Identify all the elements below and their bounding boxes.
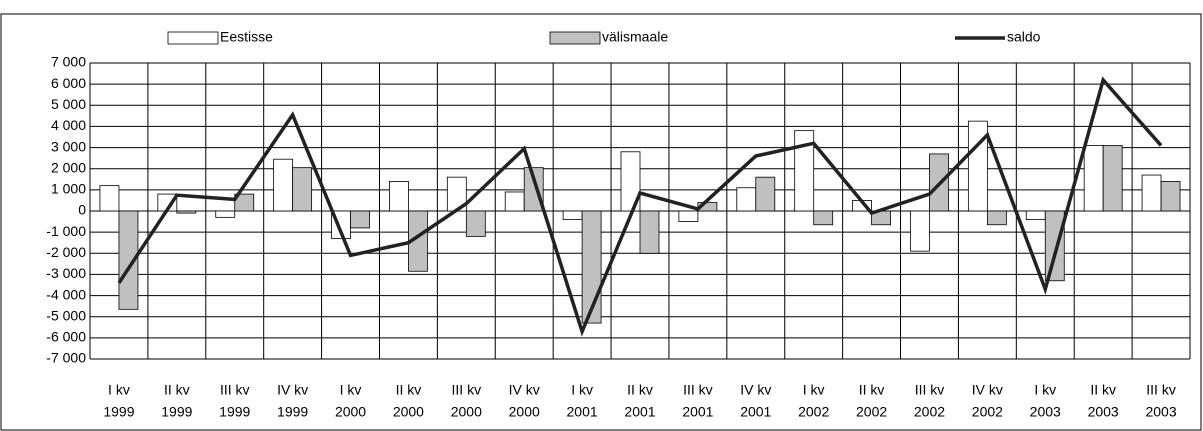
bar [176,210,197,214]
legend-swatch [167,31,219,45]
y-tick-label: 2 000 [51,159,86,175]
bar [1160,180,1181,212]
y-tick-label: 5 000 [51,96,86,112]
x-tick-label: II kv [396,382,422,398]
x-tick-label: 2001 [740,404,771,420]
y-tick-label: -3 000 [46,265,86,281]
x-tick-label: 2003 [1030,404,1061,420]
bar [562,210,583,220]
x-tick-label: 2000 [335,404,366,420]
y-tick-label: 4 000 [51,117,86,133]
x-tick-label: 2002 [914,404,945,420]
x-tick-label: I kv [803,382,825,398]
bar [234,193,255,212]
bar [910,210,930,252]
x-tick-label: II kv [859,382,885,398]
bar [794,130,815,212]
bar [639,210,660,254]
x-tick-label: IV kv [509,382,540,398]
x-tick-label: 2001 [567,404,598,420]
y-tick-label: -7 000 [46,350,86,366]
bar [1141,174,1162,212]
line-series [117,76,1163,337]
x-tick-label: 1999 [103,404,134,420]
x-tick-label: I kv [571,382,593,398]
x-tick-label: 2002 [798,404,829,420]
bar [292,167,313,212]
x-tick-label: 2002 [972,404,1003,420]
x-tick-label: III kv [1146,382,1176,398]
x-tick-label: 2000 [451,404,482,420]
legend-label: välismaale [602,29,668,45]
x-tick-label: 2003 [1088,404,1119,420]
y-tick-label: 1 000 [51,181,86,197]
x-tick-label: III kv [915,382,945,398]
x-tick-label: I kv [340,382,362,398]
x-tick-label: IV kv [277,382,308,398]
legend-swatch [549,31,601,45]
bar [1025,210,1046,220]
bar [273,158,294,212]
y-tick-label: 3 000 [51,138,86,154]
legend-label: saldo [1007,29,1041,45]
bar [967,120,988,212]
bar [736,187,757,212]
x-tick-label: 2000 [509,404,540,420]
x-tick-label: III kv [220,382,250,398]
x-tick-label: II kv [1090,382,1116,398]
bar [1102,145,1123,212]
x-tick-label: 1999 [277,404,308,420]
x-tick-label: 2000 [393,404,424,420]
bar [215,210,236,218]
bar [755,176,776,212]
bar [620,151,641,212]
bar [504,191,525,212]
bar [118,210,139,310]
x-tick-label: 1999 [161,404,192,420]
x-tick-label: 1999 [219,404,250,420]
x-tick-label: 2002 [856,404,887,420]
bar [678,210,699,222]
bar [99,185,120,212]
x-tick-label: IV kv [972,382,1003,398]
y-tick-label: -1 000 [46,223,86,239]
x-tick-label: I kv [1034,382,1056,398]
y-tick-label: 6 000 [51,75,86,91]
bar [465,210,486,237]
y-tick-label: -5 000 [46,307,86,323]
x-tick-label: I kv [108,382,130,398]
x-tick-label: 2001 [682,404,713,420]
x-tick-label: II kv [627,382,653,398]
y-tick-label: 0 [78,202,86,218]
bar [1044,210,1065,282]
y-tick-label: -2 000 [46,244,86,260]
bar [813,210,834,226]
bar [523,167,544,212]
y-tick-label: -4 000 [46,286,86,302]
x-tick-label: II kv [164,382,190,398]
y-tick-label: 7 000 [51,54,86,70]
bar [986,210,1007,226]
x-tick-label: 2001 [624,404,655,420]
x-tick-label: III kv [452,382,482,398]
x-tick-label: III kv [683,382,713,398]
y-tick-label: -6 000 [46,329,86,345]
x-tick-label: IV kv [740,382,771,398]
bar [350,210,370,229]
x-tick-label: 2003 [1145,404,1176,420]
bar [1083,145,1104,212]
bar [389,180,409,212]
legend-label: Eestisse [220,29,273,45]
